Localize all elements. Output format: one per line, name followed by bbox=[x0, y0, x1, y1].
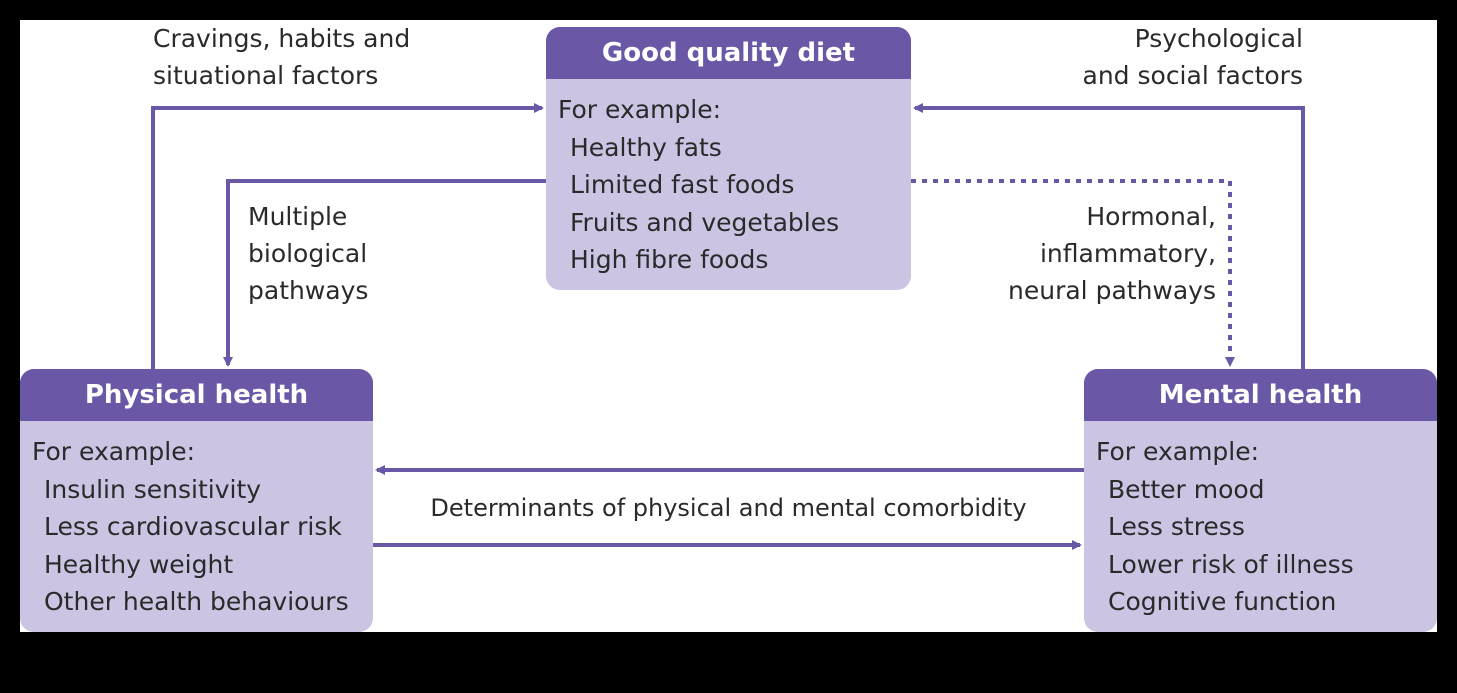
mental-item: Less stress bbox=[1108, 512, 1245, 541]
label-line: pathways bbox=[248, 276, 369, 305]
diet-item: Healthy fats bbox=[570, 132, 722, 162]
label-psychological: Psychological and social factors bbox=[1083, 20, 1303, 94]
mental-item: Cognitive function bbox=[1108, 587, 1337, 616]
label-hormonal: Hormonal, inflammatory, neural pathways bbox=[1008, 198, 1216, 309]
physical-title: Physical health bbox=[20, 369, 373, 421]
physical-intro: For example: bbox=[32, 437, 196, 466]
label-line: Psychological bbox=[1134, 24, 1303, 53]
diet-intro: For example: bbox=[558, 95, 722, 124]
arrow-diet-to-physical bbox=[223, 179, 546, 367]
mental-health-box: Mental health For example: Better mood L… bbox=[1084, 369, 1437, 632]
arrow-physical-to-diet bbox=[151, 103, 544, 369]
diet-title: Good quality diet bbox=[546, 27, 911, 79]
physical-item: Healthy weight bbox=[44, 549, 234, 579]
diet-item: Fruits and vegetables bbox=[570, 207, 840, 237]
physical-item: Less cardiovascular risk bbox=[44, 512, 342, 541]
diet-item: High fibre foods bbox=[570, 245, 769, 274]
mental-title: Mental health bbox=[1084, 369, 1437, 421]
label-line: situational factors bbox=[153, 61, 379, 90]
label-comorbidity: Determinants of physical and mental como… bbox=[430, 494, 1027, 522]
label-line: inflammatory, bbox=[1039, 239, 1216, 268]
arrow-diet-to-mental-dotted bbox=[911, 179, 1235, 367]
label-cravings: Cravings, habits and situational factors bbox=[153, 20, 410, 94]
mental-item: Lower risk of illness bbox=[1108, 549, 1354, 579]
mental-intro: For example: bbox=[1096, 437, 1260, 466]
diet-box: Good quality diet For example: Healthy f… bbox=[546, 27, 911, 290]
physical-item: Insulin sensitivity bbox=[44, 474, 262, 504]
mental-item: Better mood bbox=[1108, 474, 1265, 504]
physical-health-box: Physical health For example: Insulin sen… bbox=[20, 369, 373, 632]
label-line: Multiple bbox=[248, 202, 348, 231]
arrow-mental-to-diet bbox=[913, 103, 1305, 369]
label-line: Hormonal, bbox=[1086, 202, 1216, 231]
label-line: biological bbox=[248, 239, 368, 268]
diet-item: Limited fast foods bbox=[570, 170, 795, 199]
label-line: and social factors bbox=[1082, 61, 1303, 90]
label-biological: Multiple biological pathways bbox=[248, 198, 368, 309]
label-line: neural pathways bbox=[1008, 276, 1216, 305]
label-line: Cravings, habits and bbox=[153, 24, 411, 53]
physical-item: Other health behaviours bbox=[44, 587, 349, 616]
